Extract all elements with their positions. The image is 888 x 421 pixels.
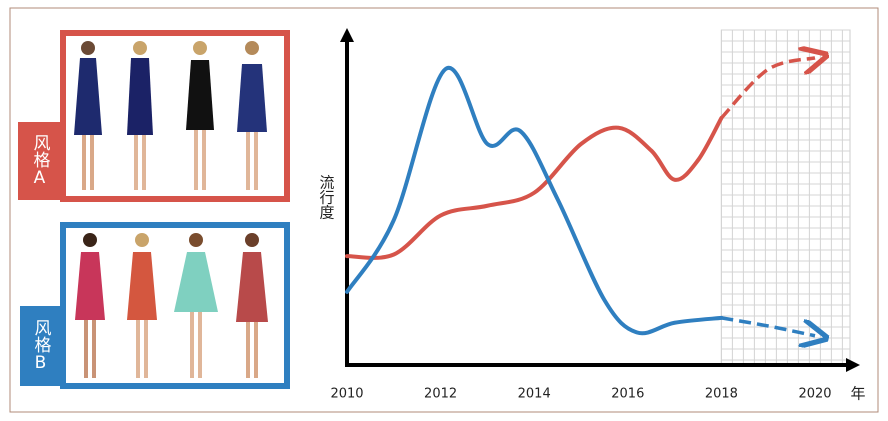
forecast-area [720, 29, 851, 366]
x-tick-label: 2016 [611, 387, 644, 402]
frame [9, 7, 879, 413]
x-tick-label: 2018 [705, 387, 738, 402]
style-b-models [75, 233, 268, 378]
x-tick-label: 2014 [518, 387, 551, 402]
x-tick-label: 2010 [330, 387, 363, 402]
y-axis-arrow [340, 28, 354, 42]
forecast-line [721, 316, 815, 336]
forecast-grid [720, 29, 851, 366]
x-axis-arrow [846, 358, 860, 372]
x-unit: 年 [850, 385, 865, 403]
style-a-models [74, 41, 267, 190]
style-b-tag: 风格B [20, 306, 62, 386]
series-line [345, 65, 724, 336]
style-a-tag: 风格A [18, 122, 62, 200]
x-tick-label: 2012 [424, 387, 457, 402]
y-label: 流行度 [318, 175, 336, 220]
series-line [345, 116, 724, 260]
x-tick-label: 2020 [798, 387, 831, 402]
